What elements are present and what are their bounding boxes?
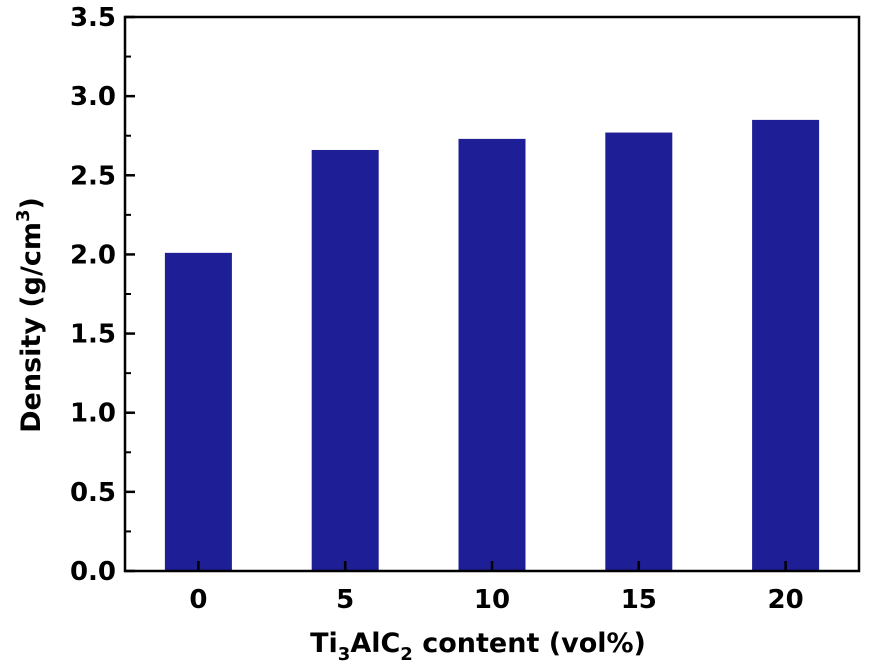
x-tick-label: 10 [474, 585, 510, 615]
x-axis: 0 5 10 15 20 [189, 561, 804, 615]
bar-15 [605, 132, 673, 571]
x-tick-label: 15 [621, 585, 657, 615]
bar-20 [752, 119, 820, 571]
y-tick-label: 3.0 [70, 82, 116, 112]
bar-10 [458, 138, 526, 571]
bars-group [164, 119, 820, 572]
x-axis-title: Ti3AlC2 content (vol%) [310, 628, 646, 665]
y-tick-label: 0.0 [70, 557, 116, 587]
y-tick-label: 1.0 [70, 399, 116, 429]
y-tick-label: 2.0 [70, 240, 116, 270]
plot-frame [123, 15, 861, 573]
y-tick-label: 0.5 [70, 478, 116, 508]
y-tick-label: 3.5 [70, 3, 116, 33]
y-tick-label: 2.5 [70, 161, 116, 191]
y-tick-label: 1.5 [70, 320, 116, 350]
bar-5 [311, 149, 379, 571]
x-tick-label: 5 [336, 585, 354, 615]
x-tick-label: 0 [189, 585, 207, 615]
y-axis: 0.0 0.5 1.0 1.5 2.0 2.5 3.0 3.5 [70, 3, 135, 587]
y-axis-title: Density (g/cm3) [13, 197, 47, 433]
x-tick-label: 20 [768, 585, 804, 615]
bar-0 [164, 252, 232, 572]
